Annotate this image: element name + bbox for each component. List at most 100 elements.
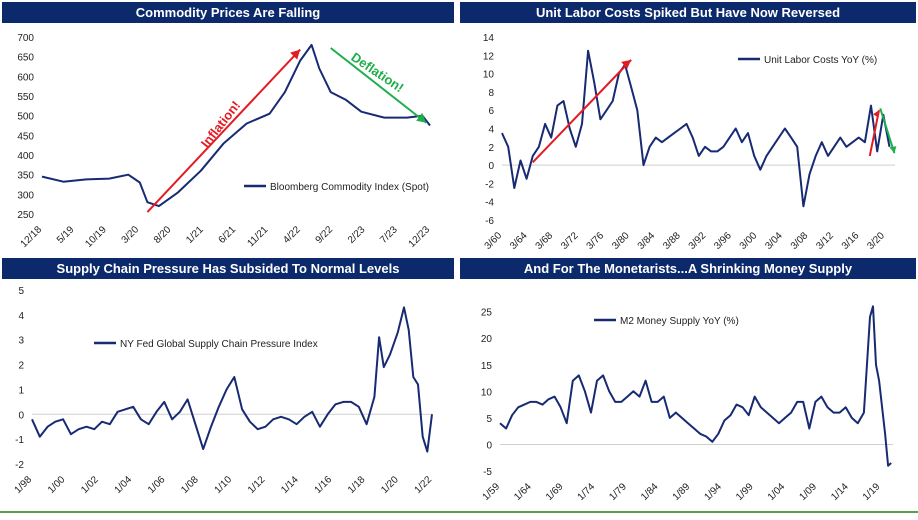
x-tick-label: 3/12 bbox=[814, 230, 836, 252]
y-tick-label: 1 bbox=[18, 385, 24, 396]
x-tick-label: 3/20 bbox=[865, 230, 887, 252]
y-tick-label: 3 bbox=[18, 336, 24, 347]
chart-panel-unit-labor-costs: Unit Labor Costs Spiked But Have Now Rev… bbox=[460, 2, 916, 252]
series-line bbox=[41, 43, 431, 208]
x-tick-label: 7/23 bbox=[378, 224, 400, 246]
x-tick-label: 3/76 bbox=[585, 230, 607, 252]
y-tick-label: 14 bbox=[483, 33, 495, 44]
y-tick-label: 4 bbox=[488, 125, 494, 136]
y-tick-label: 350 bbox=[17, 171, 34, 182]
y-tick-label: 20 bbox=[481, 334, 493, 345]
x-tick-label: 1/59 bbox=[481, 481, 503, 503]
inflation-arrow bbox=[146, 48, 301, 213]
deflation-arrowhead bbox=[416, 112, 427, 123]
x-tick-label: 3/92 bbox=[687, 230, 709, 252]
x-tick-label: 4/22 bbox=[281, 224, 303, 246]
y-tick-label: 8 bbox=[488, 88, 494, 99]
x-tick-label: 1/10 bbox=[213, 474, 235, 496]
x-tick-label: 1/22 bbox=[413, 474, 435, 496]
x-tick-label: 12/23 bbox=[407, 224, 433, 250]
x-tick-label: 3/04 bbox=[763, 230, 785, 252]
chart-panel-commodity: Commodity Prices Are Falling 250 300 350 40… bbox=[2, 2, 454, 252]
y-tick-label: 2 bbox=[18, 361, 24, 372]
chart-svg: -2 -1 0 1 2 3 4 5 1/98 1/00 1/02 1/04 1/06 1/08 1/10 1/… bbox=[13, 286, 435, 496]
chart-title: Unit Labor Costs Spiked But Have Now Rev… bbox=[460, 2, 916, 23]
x-tick-label: 1/21 bbox=[184, 224, 206, 246]
x-tick-label: 3/08 bbox=[789, 230, 811, 252]
x-tick-label: 1/89 bbox=[671, 481, 693, 503]
y-tick-label: -1 bbox=[15, 435, 24, 446]
y-tick-label: 400 bbox=[17, 151, 34, 162]
series-line bbox=[31, 306, 433, 453]
y-tick-label: 15 bbox=[481, 361, 493, 372]
x-tick-label: 10/19 bbox=[83, 224, 109, 250]
chart-svg: 250 300 350 400 450 500 550 600 650 700 12/18 5/19 1… bbox=[17, 33, 433, 250]
x-tick-label: 1/18 bbox=[346, 474, 368, 496]
y-tick-label: -4 bbox=[485, 198, 494, 209]
chart-svg: -5 0 5 10 15 20 25 1/59 1/64 1/69 1/74 1/79 1/84 1/89… bbox=[481, 305, 893, 503]
x-tick-label: 3/16 bbox=[840, 230, 862, 252]
y-tick-label: 25 bbox=[481, 308, 493, 319]
x-tick-label: 1/12 bbox=[246, 474, 268, 496]
x-tick-label: 9/22 bbox=[314, 224, 336, 246]
y-tick-label: 0 bbox=[18, 410, 24, 421]
x-tick-label: 1/64 bbox=[512, 481, 534, 503]
x-tick-label: 3/00 bbox=[738, 230, 760, 252]
chart-panel-money-supply: And For The Monetarists...A Shrinking Mo… bbox=[460, 258, 916, 508]
y-tick-label: 0 bbox=[488, 161, 494, 172]
x-tick-label: 3/80 bbox=[610, 230, 632, 252]
y-tick-label: 12 bbox=[483, 51, 495, 62]
recent-rise-arrowhead bbox=[873, 110, 880, 118]
x-tick-label: 5/19 bbox=[55, 224, 77, 246]
chart-title: And For The Monetarists...A Shrinking Mo… bbox=[460, 258, 916, 279]
x-tick-label: 6/21 bbox=[217, 224, 239, 246]
x-tick-label: 3/96 bbox=[712, 230, 734, 252]
x-tick-label: 3/72 bbox=[559, 230, 581, 252]
y-tick-label: 10 bbox=[483, 70, 495, 81]
x-tick-label: 1/98 bbox=[13, 474, 35, 496]
x-tick-label: 1/19 bbox=[861, 481, 883, 503]
x-tick-label: 8/20 bbox=[152, 224, 174, 246]
series-line bbox=[499, 305, 892, 467]
x-tick-label: 1/06 bbox=[146, 474, 168, 496]
x-tick-label: 3/64 bbox=[508, 230, 530, 252]
x-tick-label: 3/88 bbox=[661, 230, 683, 252]
y-tick-label: 650 bbox=[17, 53, 34, 64]
x-tick-label: 1/16 bbox=[313, 474, 335, 496]
y-tick-label: 5 bbox=[18, 286, 24, 297]
x-tick-label: 1/00 bbox=[46, 474, 68, 496]
chart-panel-supply-chain: Supply Chain Pressure Has Subsided To No… bbox=[2, 258, 454, 508]
x-tick-label: 1/14 bbox=[829, 481, 851, 503]
x-tick-label: 1/69 bbox=[544, 481, 566, 503]
x-tick-label: 1/02 bbox=[79, 474, 101, 496]
y-tick-label: 450 bbox=[17, 131, 34, 142]
y-tick-label: -2 bbox=[15, 460, 24, 471]
y-tick-label: 10 bbox=[481, 387, 493, 398]
bottom-divider bbox=[0, 511, 918, 513]
y-tick-label: 300 bbox=[17, 190, 34, 201]
x-tick-label: 1/14 bbox=[279, 474, 301, 496]
x-tick-label: 1/99 bbox=[734, 481, 756, 503]
y-tick-label: 2 bbox=[488, 143, 494, 154]
y-tick-label: 250 bbox=[17, 210, 34, 221]
y-tick-label: 5 bbox=[486, 414, 492, 425]
x-tick-label: 12/18 bbox=[19, 224, 45, 250]
fall-arrowhead bbox=[889, 146, 897, 154]
y-tick-label: 6 bbox=[488, 106, 494, 117]
x-tick-label: 2/23 bbox=[346, 224, 368, 246]
y-tick-label: 4 bbox=[18, 311, 24, 322]
y-tick-label: -5 bbox=[483, 467, 492, 478]
y-tick-label: 600 bbox=[17, 72, 34, 83]
deflation-label: Deflation! bbox=[348, 49, 406, 95]
x-tick-label: 1/08 bbox=[179, 474, 201, 496]
x-tick-label: 3/20 bbox=[120, 224, 142, 246]
y-tick-label: -6 bbox=[485, 216, 494, 227]
inflation-arrowhead bbox=[290, 49, 301, 60]
rise-arrow bbox=[532, 59, 632, 164]
chart-title: Commodity Prices Are Falling bbox=[2, 2, 454, 23]
x-tick-label: 1/74 bbox=[576, 481, 598, 503]
x-tick-label: 11/21 bbox=[245, 224, 270, 249]
y-tick-label: 700 bbox=[17, 33, 34, 44]
recent-rise-arrow bbox=[868, 110, 880, 157]
